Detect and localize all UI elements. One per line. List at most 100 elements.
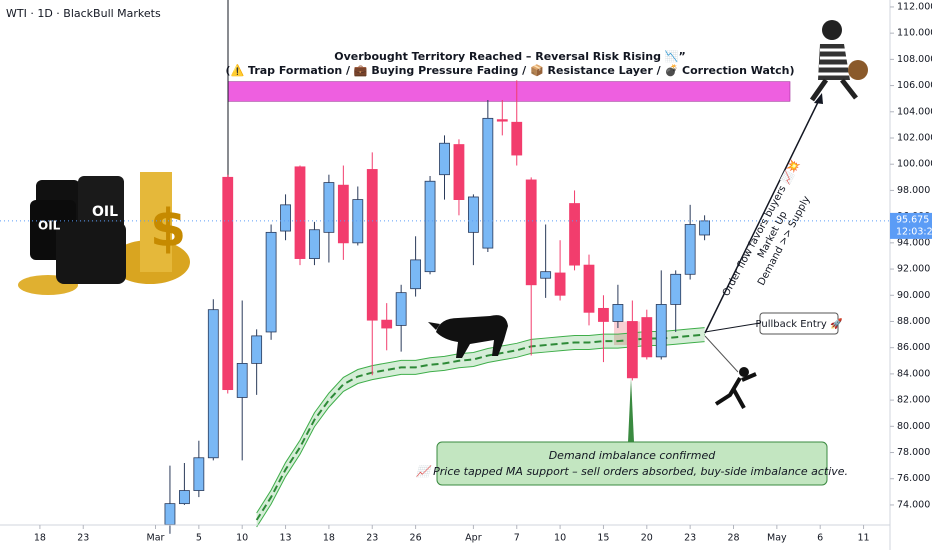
candle-body	[352, 199, 364, 244]
candle-body	[280, 204, 291, 232]
y-tick-label: 86.000	[897, 342, 930, 353]
candle-body	[453, 144, 465, 200]
y-tick-label: 106.000	[897, 80, 932, 91]
x-tick-label: Mar	[147, 533, 165, 544]
box-text: 📈 Price tapped MA support – sell orders …	[416, 465, 848, 478]
candle-body	[323, 182, 335, 233]
candle-body	[410, 259, 422, 290]
candle-body	[525, 179, 537, 286]
y-tick-label: 76.000	[897, 473, 930, 484]
y-tick-label: 92.000	[897, 264, 930, 275]
candle-body	[655, 304, 667, 358]
x-tick-label: 20	[641, 533, 653, 544]
candle-body	[164, 503, 176, 526]
box-pointer	[628, 378, 634, 442]
candle-body	[424, 180, 436, 273]
y-tick-label: 112.000	[897, 1, 932, 12]
candle-body	[294, 166, 306, 259]
x-tick-label: 10	[236, 533, 248, 544]
countdown-label: 12:03:23	[896, 226, 932, 237]
y-tick-label: 88.000	[897, 316, 930, 327]
x-tick-label: 13	[280, 533, 292, 544]
candle-body	[569, 203, 580, 266]
y-tick-label: 82.000	[897, 395, 930, 406]
candle-body	[467, 196, 479, 233]
y-tick-label: 102.000	[897, 132, 932, 143]
x-tick-label: 23	[684, 533, 696, 544]
x-tick-label: Apr	[465, 533, 482, 544]
zone	[227, 81, 791, 102]
x-tick-label: 18	[323, 533, 335, 544]
x-tick-label: 5	[196, 533, 202, 544]
y-tick-label: 98.000	[897, 185, 930, 196]
candle-body	[641, 317, 653, 358]
oil-barrels-picture: OIL OIL $	[18, 158, 196, 298]
svg-text:OIL: OIL	[92, 204, 118, 220]
headline: Overbought Territory Reached – Reversal …	[334, 50, 686, 63]
candle-body	[626, 321, 638, 379]
y-tick-label: 104.000	[897, 106, 932, 117]
pullback-box	[759, 312, 839, 335]
bull-picture	[428, 315, 508, 358]
y-tick-label: 90.000	[897, 290, 930, 301]
candle-body	[178, 490, 190, 505]
x-tick-label: 15	[597, 533, 609, 544]
candle-body	[337, 184, 349, 244]
candle-body	[251, 335, 263, 364]
candles	[164, 80, 710, 534]
candle-body	[236, 363, 248, 398]
candle-body	[193, 457, 205, 491]
candle-body	[511, 121, 523, 156]
candle-body	[612, 304, 624, 322]
candle-body	[222, 176, 234, 391]
arrow-head	[814, 93, 823, 104]
x-tick-label: 10	[554, 533, 566, 544]
x-tick-label: 18	[34, 533, 46, 544]
y-tick-label: 100.000	[897, 159, 932, 170]
candle-body	[583, 264, 595, 313]
y-tick-label: 108.000	[897, 54, 932, 65]
candle-body	[207, 309, 219, 459]
x-tick-label: 28	[727, 533, 739, 544]
candle-body	[439, 142, 450, 176]
thief-picture	[809, 20, 868, 102]
candle-body	[684, 224, 696, 275]
candle-body	[381, 319, 393, 329]
y-tick-label: 74.000	[897, 499, 930, 510]
pullback-pointer	[704, 322, 761, 333]
x-tick-label: 6	[817, 533, 823, 544]
subline: (⚠️ Trap Formation / 💼 Buying Pressure F…	[225, 64, 794, 78]
y-tick-label: 80.000	[897, 421, 930, 432]
x-tick-label: 11	[858, 533, 870, 544]
pullback-label: Pullback Entry 🚀	[756, 317, 843, 330]
x-tick-label: May	[767, 533, 787, 544]
ma-band	[256, 327, 705, 528]
y-tick-label: 94.000	[897, 237, 930, 248]
last-price-label: 95.675	[896, 214, 929, 225]
x-tick-label: 26	[410, 533, 422, 544]
candle-body	[598, 307, 609, 322]
candle-body	[265, 231, 277, 333]
box-title: Demand imbalance confirmed	[549, 449, 717, 462]
arrow-line	[704, 97, 821, 334]
candle-body	[395, 292, 407, 326]
annotation-box	[436, 441, 828, 486]
candle-body	[366, 169, 378, 321]
candle-body	[496, 119, 508, 122]
candle-body	[670, 273, 682, 305]
climber-picture	[704, 335, 757, 409]
svg-text:OIL: OIL	[38, 219, 61, 233]
x-tick-label: 23	[366, 533, 378, 544]
candle-body	[699, 220, 710, 236]
candle-body	[309, 229, 320, 259]
y-tick-label: 84.000	[897, 368, 930, 379]
x-tick-label: 23	[77, 533, 89, 544]
candle-body	[554, 272, 566, 296]
svg-text:$: $	[150, 199, 186, 259]
candle-body	[482, 117, 494, 249]
candle-body	[540, 271, 552, 279]
y-tick-label: 78.000	[897, 447, 930, 458]
